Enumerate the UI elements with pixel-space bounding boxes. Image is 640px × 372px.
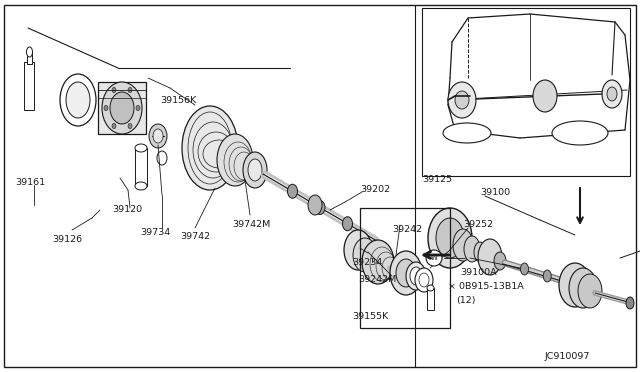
Ellipse shape <box>364 250 376 266</box>
Ellipse shape <box>578 274 602 308</box>
Ellipse shape <box>353 238 377 272</box>
Bar <box>98 82 146 134</box>
Ellipse shape <box>157 151 167 165</box>
Ellipse shape <box>533 80 557 112</box>
Ellipse shape <box>428 208 472 268</box>
Ellipse shape <box>478 239 502 275</box>
Ellipse shape <box>474 242 486 262</box>
Ellipse shape <box>427 285 434 291</box>
Ellipse shape <box>559 263 591 307</box>
Ellipse shape <box>128 87 132 93</box>
Text: 39125: 39125 <box>422 175 452 184</box>
Bar <box>360 208 450 328</box>
Text: W: W <box>431 255 437 261</box>
Ellipse shape <box>626 297 634 309</box>
Ellipse shape <box>243 152 267 188</box>
Ellipse shape <box>315 201 325 215</box>
Bar <box>422 8 630 176</box>
Ellipse shape <box>455 91 469 109</box>
Ellipse shape <box>419 273 429 287</box>
Text: 39742M: 39742M <box>232 220 270 229</box>
Text: 39156K: 39156K <box>160 96 196 105</box>
Ellipse shape <box>569 268 597 308</box>
Text: 39242M: 39242M <box>358 275 396 284</box>
Ellipse shape <box>390 251 422 295</box>
Text: 39161: 39161 <box>15 178 45 187</box>
Ellipse shape <box>135 182 147 190</box>
Ellipse shape <box>248 159 262 181</box>
Ellipse shape <box>182 106 238 190</box>
Ellipse shape <box>308 195 322 215</box>
Ellipse shape <box>112 87 116 93</box>
Bar <box>427 288 434 310</box>
Text: JC910097: JC910097 <box>545 352 590 361</box>
Text: × 0B915-13B1A: × 0B915-13B1A <box>448 282 524 291</box>
Text: 39252: 39252 <box>463 220 493 229</box>
Text: 39100: 39100 <box>480 188 510 197</box>
Ellipse shape <box>448 82 476 118</box>
Ellipse shape <box>66 82 90 118</box>
Ellipse shape <box>396 259 416 287</box>
Text: 39120: 39120 <box>112 205 142 214</box>
Ellipse shape <box>344 230 372 270</box>
Ellipse shape <box>607 87 617 101</box>
Text: 39202: 39202 <box>360 185 390 194</box>
Bar <box>24 62 34 110</box>
Ellipse shape <box>436 218 464 258</box>
Text: 39234: 39234 <box>352 258 382 267</box>
Ellipse shape <box>102 82 142 134</box>
Text: 39742: 39742 <box>180 232 210 241</box>
Ellipse shape <box>149 124 167 148</box>
Ellipse shape <box>153 129 163 143</box>
Ellipse shape <box>128 124 132 129</box>
Bar <box>135 148 147 186</box>
Ellipse shape <box>415 268 433 292</box>
Text: 39242: 39242 <box>392 225 422 234</box>
Bar <box>27 52 32 64</box>
Ellipse shape <box>135 144 147 152</box>
Ellipse shape <box>426 250 442 266</box>
Ellipse shape <box>362 240 394 284</box>
Ellipse shape <box>136 105 140 110</box>
Ellipse shape <box>217 134 253 186</box>
Ellipse shape <box>494 252 506 270</box>
Ellipse shape <box>342 217 353 231</box>
Ellipse shape <box>60 74 96 126</box>
Text: 39126: 39126 <box>52 235 82 244</box>
Text: 39155K: 39155K <box>352 312 388 321</box>
Text: (12): (12) <box>456 296 476 305</box>
Ellipse shape <box>464 236 480 262</box>
Ellipse shape <box>443 123 491 143</box>
Ellipse shape <box>410 267 422 285</box>
Ellipse shape <box>520 263 529 275</box>
Ellipse shape <box>287 184 298 198</box>
Ellipse shape <box>602 80 622 108</box>
Ellipse shape <box>112 124 116 129</box>
Ellipse shape <box>104 105 108 110</box>
Ellipse shape <box>552 121 608 145</box>
Ellipse shape <box>543 270 551 282</box>
Ellipse shape <box>26 47 33 57</box>
Text: 39734: 39734 <box>140 228 170 237</box>
Text: 39100A: 39100A <box>460 268 497 277</box>
Ellipse shape <box>110 92 134 124</box>
Ellipse shape <box>453 229 473 261</box>
Ellipse shape <box>406 262 426 290</box>
